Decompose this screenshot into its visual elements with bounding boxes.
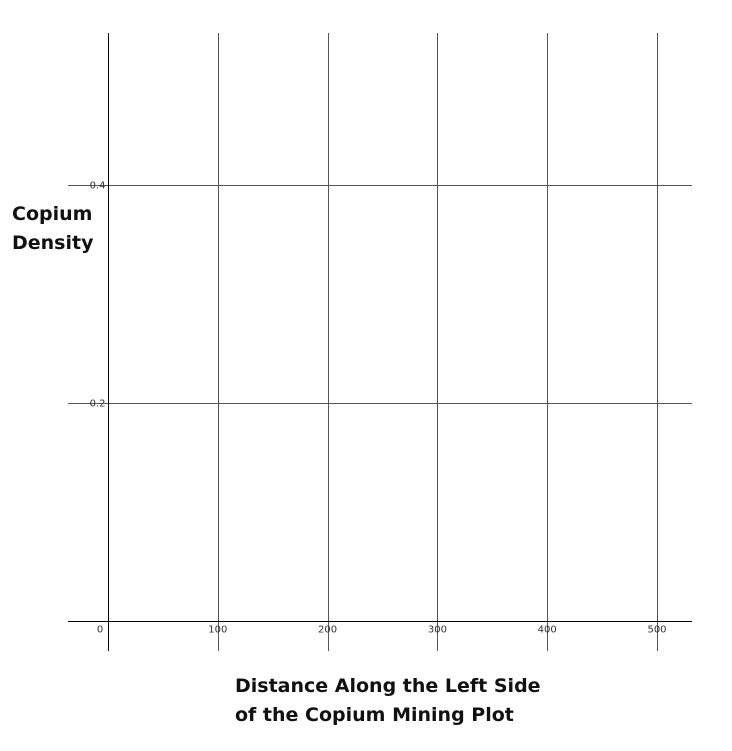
tick-labels: 0 100 200 300 400 500 0.2 0.4 <box>90 181 667 636</box>
x-tick-label-0: 0 <box>97 625 103 636</box>
x-tick-label-200: 200 <box>318 625 337 636</box>
y-axis-label: Copium Density <box>12 200 122 258</box>
x-axis-label: Distance Along the Left Side of the Copi… <box>235 672 565 730</box>
y-tick-label-0-4: 0.4 <box>90 181 106 192</box>
y-tick-label-0-2: 0.2 <box>90 399 106 410</box>
y-axis-label-line-1: Copium <box>12 203 93 225</box>
x-tick-label-100: 100 <box>208 625 227 636</box>
x-tick-label-300: 300 <box>428 625 447 636</box>
axes-layer <box>68 33 692 651</box>
x-tick-label-500: 500 <box>647 625 666 636</box>
x-axis-label-line-2: of the Copium Mining Plot <box>235 704 514 726</box>
y-axis-label-line-2: Density <box>12 232 94 254</box>
x-tick-label-400: 400 <box>538 625 557 636</box>
x-axis-label-line-1: Distance Along the Left Side <box>235 675 541 697</box>
grid-layer <box>68 33 692 651</box>
